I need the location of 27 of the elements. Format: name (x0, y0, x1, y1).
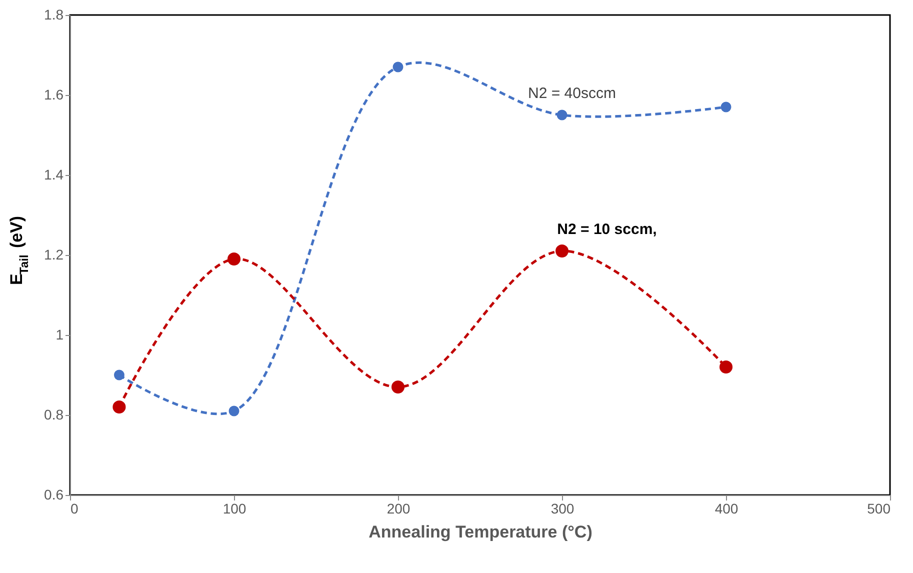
point (555, 244, 569, 258)
point (392, 62, 404, 72)
y-tick-label: 1.6 (44, 86, 64, 102)
point (228, 406, 240, 416)
x-tick-label: 100 (222, 500, 246, 516)
point (556, 110, 568, 120)
point (391, 380, 405, 394)
x-tick-label: 0 (70, 500, 78, 516)
point (227, 252, 241, 266)
x-tick-label: 400 (714, 500, 738, 516)
y-tick-label: 1.8 (44, 6, 64, 22)
y-tick-label: 0.8 (44, 406, 64, 422)
point (719, 360, 733, 374)
x-axis-title: Annealing Temperature (°C) (368, 522, 592, 542)
x-tick-label: 500 (867, 500, 891, 516)
y-tick-label: 1 (56, 326, 64, 342)
y-tick-label: 1.4 (44, 166, 64, 182)
x-tick-label: 200 (386, 500, 410, 516)
y-tick-label: 1.2 (44, 246, 64, 262)
point (720, 102, 732, 112)
series-label: N2 = 10 sccm, (557, 221, 657, 238)
point (114, 370, 124, 380)
y-tick-label: 0.6 (44, 486, 64, 502)
y-axis-title: ETail (eV) (7, 216, 31, 285)
point (112, 400, 126, 414)
x-tick-label: 300 (550, 500, 574, 516)
series-label: N2 = 40sccm (528, 85, 616, 102)
